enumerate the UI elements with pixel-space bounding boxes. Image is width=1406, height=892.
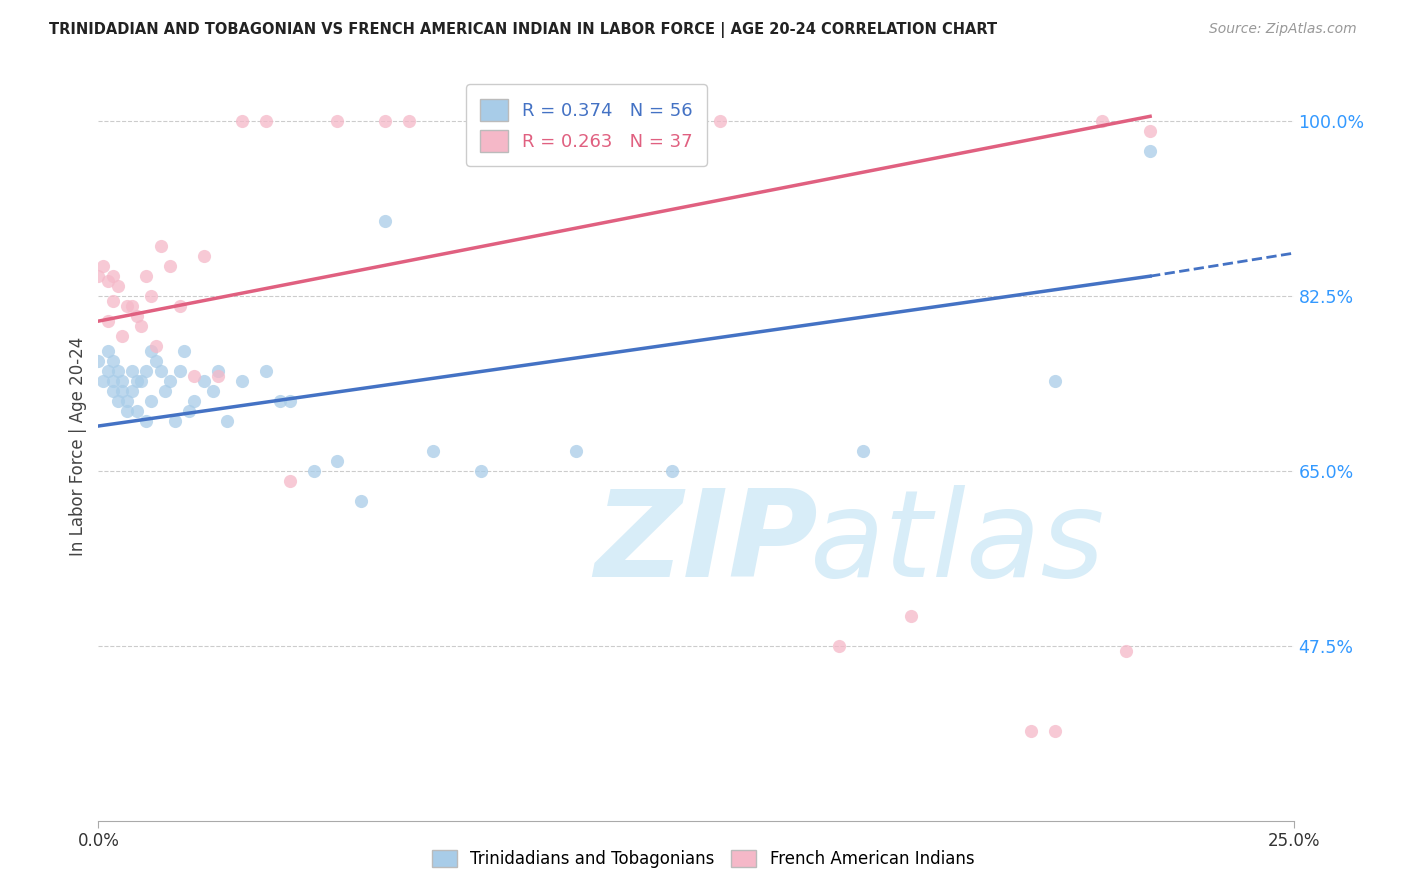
Y-axis label: In Labor Force | Age 20-24: In Labor Force | Age 20-24	[69, 336, 87, 556]
Point	[135, 364, 157, 378]
Point	[115, 299, 138, 313]
Point	[125, 309, 148, 323]
Point	[149, 364, 172, 378]
Point	[217, 414, 239, 428]
Point	[709, 114, 731, 128]
Point	[193, 249, 215, 263]
Point	[900, 608, 922, 623]
Point	[422, 444, 444, 458]
Point	[565, 444, 588, 458]
Point	[107, 364, 129, 378]
Point	[87, 354, 110, 368]
Point	[326, 454, 349, 468]
Point	[374, 114, 396, 128]
Point	[107, 279, 129, 293]
Point	[1043, 723, 1066, 738]
Point	[1139, 124, 1161, 138]
Point	[121, 364, 143, 378]
Point	[111, 384, 134, 398]
Point	[87, 269, 110, 284]
Point	[254, 114, 277, 128]
Point	[101, 269, 124, 284]
Point	[1091, 114, 1114, 128]
Point	[163, 414, 186, 428]
Point	[183, 369, 205, 384]
Point	[661, 114, 683, 128]
Point	[207, 364, 229, 378]
Point	[159, 259, 181, 273]
Point	[125, 374, 148, 388]
Point	[326, 114, 349, 128]
Point	[107, 394, 129, 409]
Point	[183, 394, 205, 409]
Point	[470, 464, 492, 478]
Point	[1043, 374, 1066, 388]
Point	[828, 639, 851, 653]
Point	[278, 394, 301, 409]
Point	[97, 274, 120, 288]
Text: TRINIDADIAN AND TOBAGONIAN VS FRENCH AMERICAN INDIAN IN LABOR FORCE | AGE 20-24 : TRINIDADIAN AND TOBAGONIAN VS FRENCH AME…	[49, 22, 997, 38]
Point	[173, 344, 195, 359]
Point	[97, 364, 120, 378]
Point	[517, 114, 540, 128]
Point	[179, 404, 201, 418]
Point	[97, 314, 120, 328]
Point	[101, 354, 124, 368]
Point	[91, 374, 114, 388]
Point	[139, 344, 162, 359]
Point	[1115, 644, 1137, 658]
Point	[231, 114, 253, 128]
Point	[101, 374, 124, 388]
Text: ZIP: ZIP	[595, 485, 818, 602]
Point	[254, 364, 277, 378]
Point	[97, 344, 120, 359]
Point	[302, 464, 325, 478]
Legend: Trinidadians and Tobagonians, French American Indians: Trinidadians and Tobagonians, French Ame…	[425, 843, 981, 875]
Point	[159, 374, 181, 388]
Point	[125, 404, 148, 418]
Point	[149, 239, 172, 253]
Legend: R = 0.374   N = 56, R = 0.263   N = 37: R = 0.374 N = 56, R = 0.263 N = 37	[465, 84, 707, 166]
Point	[169, 299, 191, 313]
Point	[131, 319, 153, 334]
Point	[202, 384, 225, 398]
Point	[131, 374, 153, 388]
Text: Source: ZipAtlas.com: Source: ZipAtlas.com	[1209, 22, 1357, 37]
Point	[398, 114, 420, 128]
Point	[145, 354, 167, 368]
Text: atlas: atlas	[810, 485, 1105, 602]
Point	[135, 414, 157, 428]
Point	[374, 214, 396, 228]
Point	[101, 294, 124, 309]
Point	[193, 374, 215, 388]
Point	[111, 374, 134, 388]
Point	[1139, 145, 1161, 159]
Point	[135, 269, 157, 284]
Point	[278, 474, 301, 488]
Point	[101, 384, 124, 398]
Point	[269, 394, 291, 409]
Point	[852, 444, 875, 458]
Point	[121, 299, 143, 313]
Point	[1019, 723, 1042, 738]
Point	[350, 494, 373, 508]
Point	[155, 384, 177, 398]
Point	[661, 464, 683, 478]
Point	[121, 384, 143, 398]
Point	[115, 394, 138, 409]
Point	[145, 339, 167, 353]
Point	[139, 394, 162, 409]
Point	[231, 374, 253, 388]
Point	[207, 369, 229, 384]
Point	[139, 289, 162, 303]
Point	[115, 404, 138, 418]
Point	[91, 259, 114, 273]
Point	[169, 364, 191, 378]
Point	[111, 329, 134, 343]
